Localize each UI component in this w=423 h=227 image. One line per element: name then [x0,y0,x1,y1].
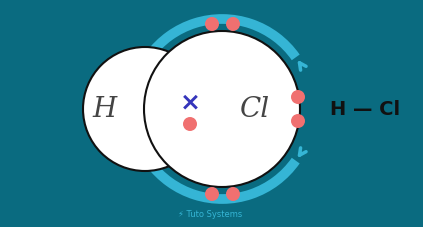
Text: ×: × [179,91,201,114]
Circle shape [226,187,240,201]
Circle shape [205,18,219,32]
Circle shape [291,91,305,105]
Text: H — Cl: H — Cl [330,100,400,119]
Circle shape [83,48,207,171]
Text: Cl: Cl [240,96,270,123]
Circle shape [205,187,219,201]
Circle shape [291,114,305,128]
Text: ⚡ Tuto Systems: ⚡ Tuto Systems [178,210,242,219]
Circle shape [226,18,240,32]
Text: H: H [93,96,117,123]
Circle shape [183,118,197,131]
Circle shape [144,32,300,187]
